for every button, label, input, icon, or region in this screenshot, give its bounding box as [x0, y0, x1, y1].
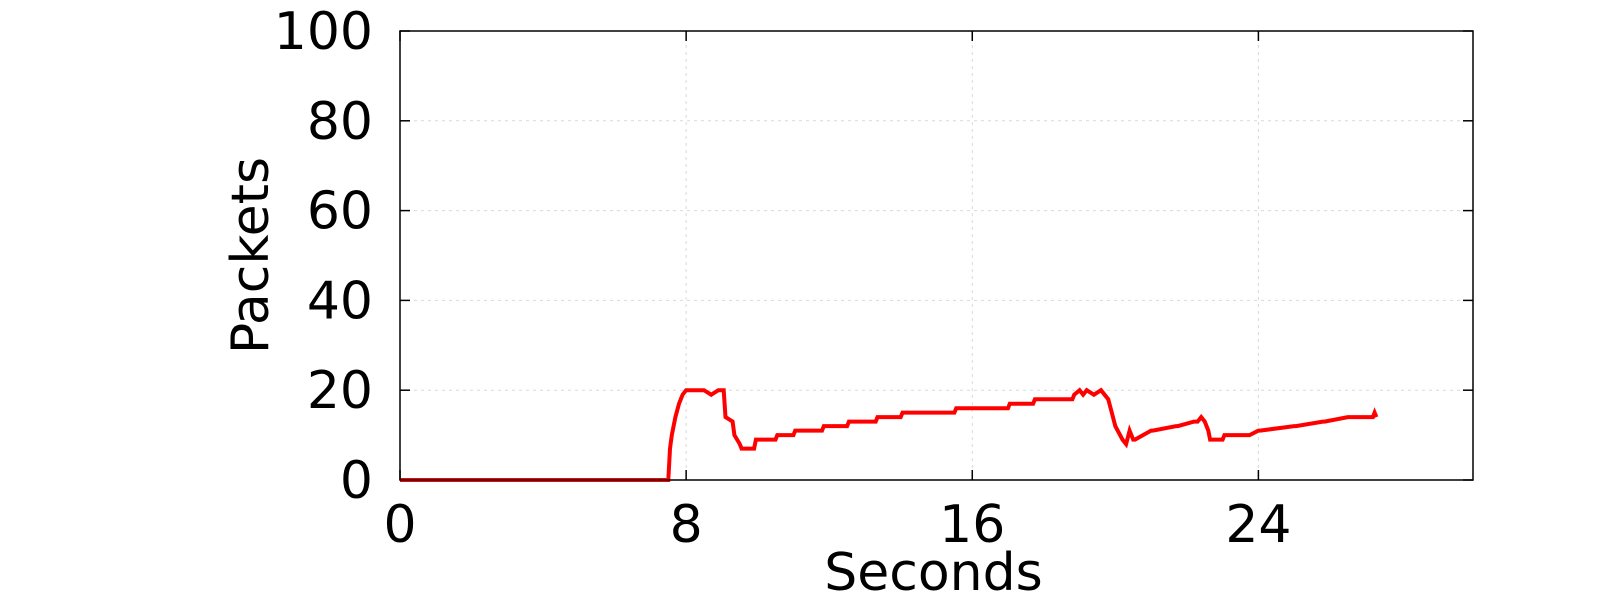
plot-frame	[399, 30, 1474, 481]
series-line-0	[400, 387, 1379, 482]
y-tick-label: 20	[307, 361, 373, 421]
y-tick-label: 0	[340, 451, 373, 511]
tick-labels: 0 20 40 60 80 100 0 8 16 24	[274, 2, 1292, 555]
y-axis-title: Packets	[221, 157, 281, 354]
y-tick-label: 60	[307, 182, 373, 242]
y-tick-label: 100	[274, 2, 373, 62]
x-axis-title: Seconds	[824, 543, 1042, 600]
x-tick-label: 8	[670, 495, 703, 555]
x-tick-label: 0	[383, 495, 416, 555]
grid	[400, 31, 1473, 480]
x-tick-label: 16	[939, 495, 1005, 555]
y-tick-label: 80	[307, 92, 373, 152]
y-tick-label: 40	[307, 271, 373, 331]
series-group	[400, 387, 1379, 482]
x-tick-label: 24	[1225, 495, 1291, 555]
